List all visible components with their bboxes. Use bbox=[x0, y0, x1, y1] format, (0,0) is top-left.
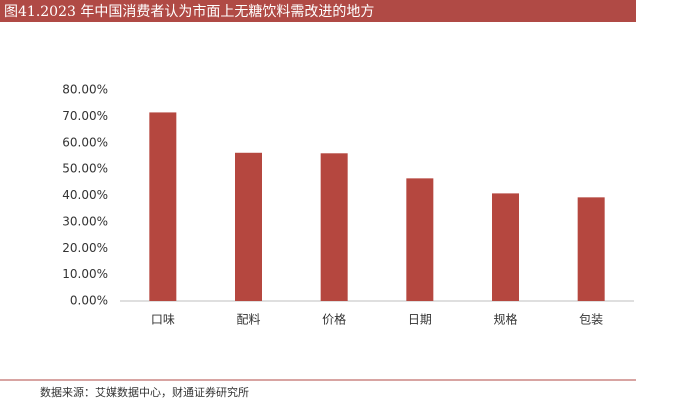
y-tick-label: 80.00% bbox=[62, 83, 108, 97]
y-tick-label: 50.00% bbox=[62, 162, 108, 176]
y-tick-label: 20.00% bbox=[62, 241, 108, 255]
y-tick-label: 40.00% bbox=[62, 188, 108, 202]
x-tick-label: 价格 bbox=[322, 312, 346, 327]
y-tick-label: 60.00% bbox=[62, 135, 108, 149]
x-tick-label: 日期 bbox=[408, 313, 432, 327]
bar bbox=[406, 178, 434, 301]
bar bbox=[235, 152, 262, 301]
title-bar bbox=[0, 0, 636, 22]
x-tick-label: 包装 bbox=[579, 313, 603, 327]
x-tick-label: 配料 bbox=[236, 313, 260, 327]
source-note: 数据来源：艾媒数据中心，财通证券研究所 bbox=[40, 385, 249, 399]
x-tick-label: 口味 bbox=[151, 313, 175, 327]
y-tick-label: 0.00% bbox=[70, 294, 108, 308]
y-tick-label: 70.00% bbox=[62, 109, 108, 123]
bar bbox=[320, 153, 348, 301]
bar bbox=[149, 112, 177, 301]
bar bbox=[492, 193, 519, 301]
y-tick-label: 30.00% bbox=[62, 214, 108, 228]
bar bbox=[577, 197, 605, 301]
y-tick-label: 10.00% bbox=[62, 267, 108, 281]
x-tick-label: 规格 bbox=[493, 312, 517, 327]
chart-title: 图41.2023 年中国消费者认为市面上无糖饮料需改进的地方 bbox=[4, 3, 374, 20]
